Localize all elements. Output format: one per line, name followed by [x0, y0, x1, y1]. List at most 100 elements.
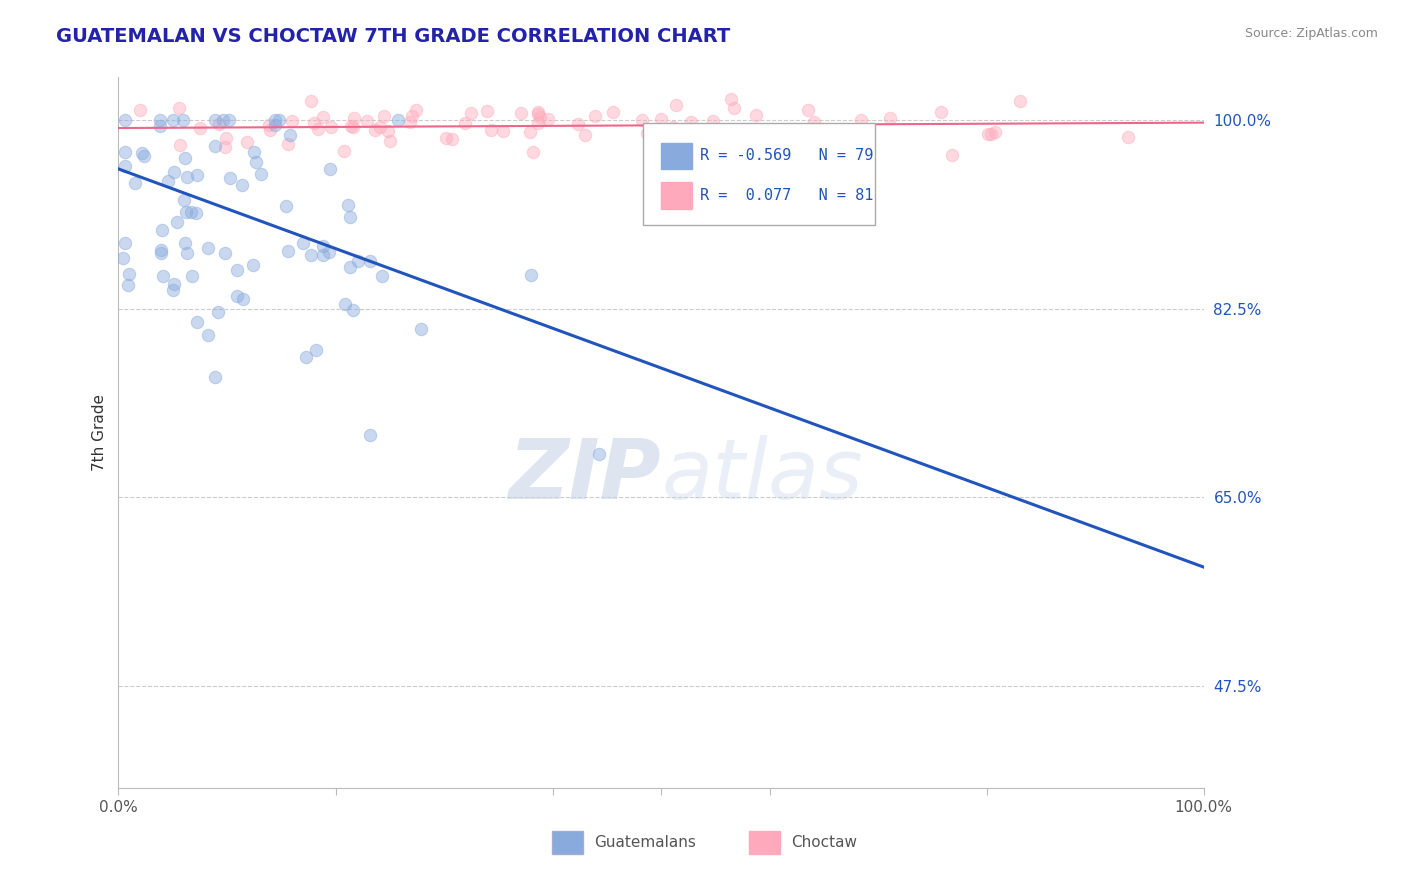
Point — [636, 126, 658, 140]
Point — [243, 145, 266, 159]
Point — [342, 303, 364, 318]
Point — [941, 148, 963, 162]
Point — [162, 284, 184, 298]
Point — [263, 113, 285, 128]
Point — [686, 125, 709, 139]
Point — [364, 123, 387, 137]
Point — [257, 118, 280, 132]
Point — [249, 167, 271, 181]
Point — [399, 115, 422, 129]
Point — [567, 117, 589, 131]
Point — [796, 103, 818, 118]
Point — [156, 174, 179, 188]
Point — [527, 107, 550, 121]
Point — [176, 205, 198, 219]
Point — [333, 296, 356, 310]
Y-axis label: 7th Grade: 7th Grade — [93, 394, 107, 471]
Point — [169, 138, 191, 153]
Point — [312, 239, 335, 253]
Point — [174, 235, 197, 250]
Point — [112, 251, 135, 265]
Point — [817, 134, 839, 148]
Text: ZIP: ZIP — [509, 434, 661, 516]
Point — [529, 111, 551, 125]
Point — [211, 113, 233, 128]
Point — [929, 105, 952, 120]
Text: R =  0.077   N = 81: R = 0.077 N = 81 — [700, 188, 873, 203]
Point — [583, 109, 606, 123]
Point — [803, 114, 825, 128]
Point — [117, 278, 139, 293]
Point — [441, 132, 464, 146]
Point — [783, 123, 806, 137]
Point — [342, 120, 364, 135]
Text: Guatemalans: Guatemalans — [593, 835, 696, 850]
Point — [1116, 130, 1139, 145]
Point — [197, 241, 219, 255]
Point — [688, 128, 710, 142]
Point — [318, 244, 340, 259]
Point — [745, 108, 768, 122]
Point — [173, 193, 195, 207]
Point — [245, 155, 267, 169]
Point — [359, 253, 381, 268]
Point — [879, 112, 901, 126]
Point — [723, 101, 745, 115]
Point — [166, 215, 188, 229]
Point — [744, 136, 766, 150]
Point — [319, 162, 342, 177]
Point — [163, 277, 186, 291]
Point — [520, 268, 543, 283]
Point — [377, 124, 399, 138]
Point — [259, 123, 281, 137]
Point — [197, 327, 219, 342]
Point — [214, 140, 236, 154]
Point — [434, 130, 457, 145]
Point — [984, 125, 1007, 139]
Point — [242, 258, 264, 272]
Point — [321, 120, 343, 135]
Point — [184, 205, 207, 219]
Point — [527, 104, 550, 119]
Point — [167, 101, 190, 115]
Point — [339, 120, 361, 134]
Point — [373, 109, 395, 123]
Point — [294, 350, 316, 364]
Point — [226, 288, 249, 302]
Point — [173, 151, 195, 165]
Point — [231, 178, 253, 192]
Point — [267, 113, 290, 128]
Point — [149, 119, 172, 133]
Point — [509, 106, 531, 120]
Point — [662, 149, 685, 163]
Point — [347, 254, 370, 268]
Point — [370, 268, 392, 283]
Point — [176, 246, 198, 260]
Point — [204, 139, 226, 153]
Point — [312, 248, 335, 262]
Point — [204, 370, 226, 384]
Point — [180, 268, 202, 283]
Point — [152, 268, 174, 283]
Point — [299, 248, 322, 262]
Point — [810, 142, 832, 156]
Point — [274, 199, 297, 213]
Point — [851, 126, 873, 140]
Text: Source: ZipAtlas.com: Source: ZipAtlas.com — [1244, 27, 1378, 40]
Point — [460, 105, 482, 120]
Point — [333, 144, 356, 158]
Point — [492, 124, 515, 138]
Point — [679, 114, 702, 128]
Point — [188, 121, 211, 136]
Point — [976, 128, 998, 142]
Point — [299, 94, 322, 108]
Point — [702, 113, 724, 128]
Point — [665, 98, 688, 112]
Point — [149, 245, 172, 260]
Point — [207, 117, 229, 131]
Point — [536, 112, 558, 126]
Point — [232, 293, 254, 307]
Point — [162, 113, 184, 128]
Point — [149, 243, 172, 257]
Point — [304, 115, 326, 129]
